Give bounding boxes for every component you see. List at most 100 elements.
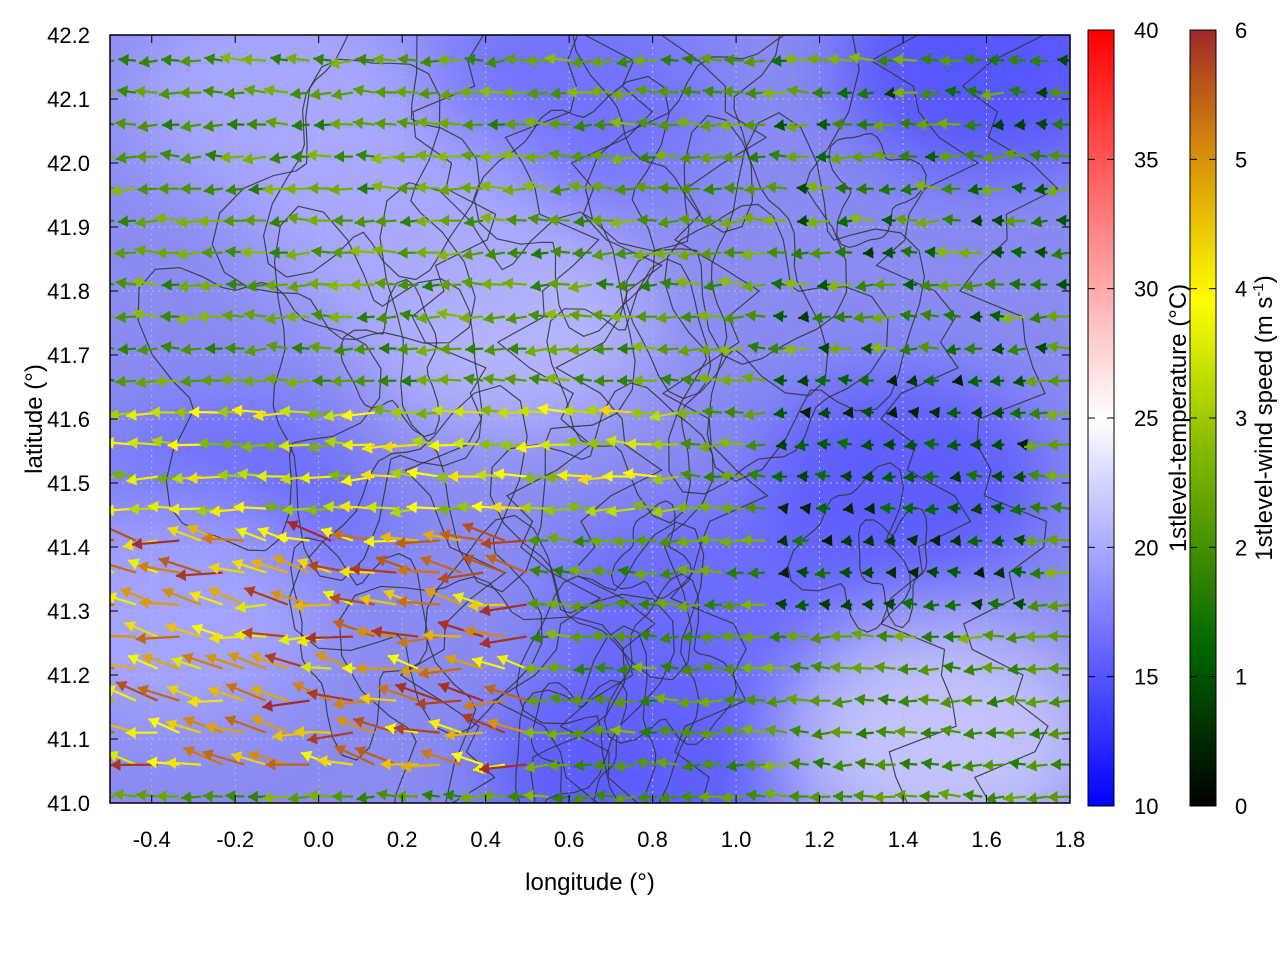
terrain-contours: [137, 35, 1059, 803]
wind-vector: [547, 661, 571, 674]
wind-vector: [817, 438, 831, 451]
wind-vector: [179, 86, 202, 99]
wind-vector: [269, 215, 288, 228]
wind-vector: [777, 502, 789, 515]
wind-vector: [720, 502, 744, 515]
wind-vector: [863, 534, 875, 547]
wind-vector: [462, 699, 506, 712]
wind-vector: [522, 726, 549, 739]
wind-vector: [963, 149, 983, 162]
wind-vector: [306, 688, 354, 702]
wind-vector: [654, 247, 679, 260]
wind-vector: [918, 341, 940, 354]
wind-vector: [719, 374, 744, 387]
wind-vector: [307, 278, 332, 290]
wind-vector: [110, 663, 137, 670]
wind-vector: [744, 183, 766, 196]
wind-vector: [387, 654, 419, 670]
wind-vector: [111, 469, 137, 481]
wind-vector: [637, 791, 657, 803]
wind-vector: [394, 151, 419, 164]
wind-vector: [156, 246, 180, 259]
wind-vector: [589, 535, 614, 548]
wind-vector: [205, 653, 245, 670]
wind-vector: [165, 719, 202, 734]
wind-vector: [923, 374, 939, 387]
wind-vector: [462, 118, 484, 131]
y-tick-label: 42.1: [47, 87, 90, 112]
contour-line: [530, 679, 628, 803]
wind-vector: [986, 695, 1005, 708]
wind-vector: [871, 312, 896, 324]
wind-vector: [773, 374, 788, 387]
wind-vector: [504, 373, 527, 386]
wind-vector: [991, 214, 1005, 227]
wind-vector: [182, 746, 224, 766]
wind-vector: [202, 749, 245, 766]
wind-vector: [528, 213, 549, 226]
wind-vector: [719, 119, 744, 132]
wind-vector: [137, 561, 180, 574]
wind-vector: [837, 374, 853, 386]
wind-vector: [740, 598, 766, 611]
wind-vector: [352, 716, 397, 734]
wind-vector: [329, 183, 353, 196]
wind-vector: [396, 117, 419, 129]
wind-vector: [657, 119, 679, 132]
wind-vector: [397, 53, 419, 66]
wind-vector: [569, 631, 592, 644]
wind-speed-colorbar-title-sup: -1: [1250, 283, 1267, 296]
wind-vector: [900, 245, 918, 258]
wind-vector: [961, 694, 983, 707]
wind-vector: [350, 278, 375, 291]
wind-vector: [205, 149, 223, 162]
wind-vector: [681, 760, 701, 772]
wind-vector: [176, 216, 202, 229]
wind-vector: [723, 246, 744, 259]
wind-vector: [461, 713, 506, 734]
wind-vector: [197, 310, 223, 323]
wind-vector: [800, 406, 811, 419]
wind-vector: [394, 682, 441, 702]
wind-vector: [110, 122, 115, 126]
wind-vector: [566, 500, 592, 513]
wind-vector: [966, 469, 983, 482]
wind-vector: [764, 724, 788, 737]
wind-vector: [1029, 407, 1048, 420]
wind-vector: [483, 312, 506, 325]
wind-vector: [587, 437, 614, 450]
wind-vector: [800, 502, 811, 515]
wind-vector: [485, 56, 506, 69]
wind-vector: [952, 374, 964, 387]
wind-vector: [167, 525, 202, 542]
wind-vector: [680, 85, 701, 98]
wind-vector: [264, 279, 288, 292]
wind-vector: [247, 750, 289, 766]
wind-vector: [703, 183, 723, 196]
wind-vector: [437, 571, 484, 584]
wind-vector: [591, 630, 614, 642]
wind-vector: [547, 214, 571, 227]
wind-vector: [311, 309, 332, 322]
wind-vector: [744, 759, 766, 772]
wind-vector: [991, 246, 1005, 259]
wind-vector: [115, 117, 136, 130]
wind-vector: [300, 661, 332, 674]
y-tick-label: 41.5: [47, 471, 90, 496]
wind-vector: [334, 745, 376, 766]
wind-vector: [452, 592, 484, 606]
wind-vector: [341, 409, 375, 422]
wind-vector: [809, 632, 831, 645]
wind-vector: [306, 408, 332, 420]
wind-vector: [527, 597, 549, 610]
contour-line: [338, 576, 626, 803]
wind-vector: [591, 599, 614, 612]
wind-vector: [980, 184, 1005, 197]
wind-vector: [1011, 246, 1026, 259]
wind-vector: [461, 276, 484, 289]
wind-vector: [444, 654, 484, 670]
wind-vector: [719, 535, 744, 548]
wind-vector: [589, 85, 614, 98]
wind-vector: [243, 586, 289, 606]
wind-vector: [285, 248, 310, 261]
